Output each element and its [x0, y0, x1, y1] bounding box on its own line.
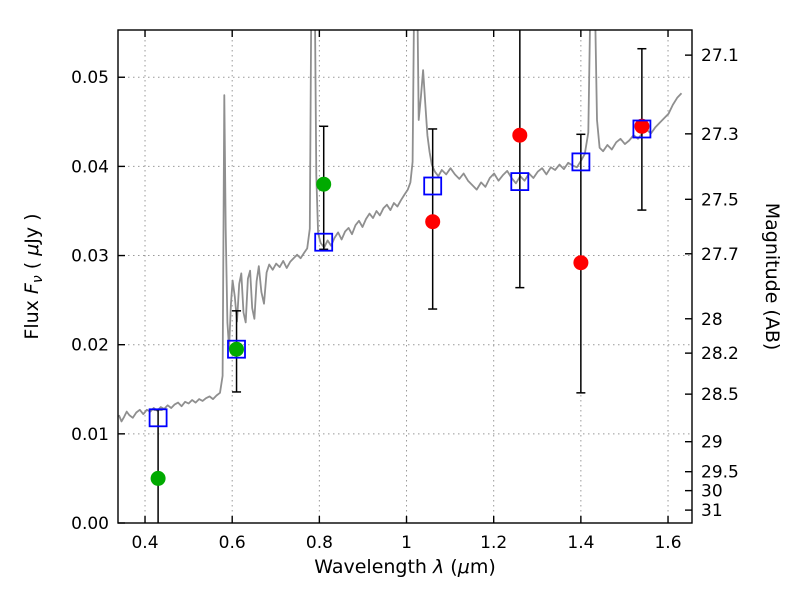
y-tick-label: 0.00	[71, 514, 109, 534]
error-bars	[153, 30, 647, 523]
magnitude-tick-label: 27.7	[701, 245, 739, 265]
observed-red-point	[634, 118, 650, 134]
x-axis-label: Wavelength λ (μm)	[314, 556, 495, 578]
model-photometry-point	[423, 176, 443, 196]
model-spectrum-line	[118, 30, 683, 423]
magnitude-tick-label: 31	[701, 501, 723, 521]
model-photometry-point	[148, 408, 168, 428]
x-tick-label: 0.8	[306, 533, 333, 553]
model-photometry-point	[632, 119, 652, 139]
plot-border	[117, 29, 693, 524]
y-tick-label: 0.05	[71, 68, 109, 88]
observed-green-point	[316, 176, 332, 192]
model-photometry-point	[314, 232, 334, 252]
magnitude-tick-label: 29.5	[701, 463, 739, 483]
magnitude-tick-label: 28	[701, 310, 723, 330]
y-axis-label-flux: Flux Fν ( μJy )	[21, 213, 46, 339]
model-photometry-point	[227, 339, 246, 359]
x-tick-label: 0.6	[219, 533, 246, 553]
y-tick-label: 0.02	[71, 336, 109, 356]
magnitude-tick-label: 27.1	[701, 46, 739, 66]
magnitude-tick-label: 28.5	[701, 385, 739, 405]
x-tick-label: 1.4	[567, 533, 594, 553]
magnitude-tick-label: 27.5	[701, 190, 739, 210]
gridlines	[118, 30, 692, 523]
y-tick-label: 0.01	[71, 425, 109, 445]
model-photometry-point	[571, 152, 591, 172]
observed-green-point	[150, 470, 166, 486]
magnitude-tick-label: 29	[701, 433, 723, 453]
observed-red-point	[425, 214, 441, 230]
observed-red-point	[512, 127, 528, 143]
observed-red-point	[573, 255, 589, 271]
magnitude-tick-label: 30	[701, 482, 723, 502]
magnitude-tick-label: 27.3	[701, 125, 739, 145]
tick-labels: 0.4 0.6 0.8 1 1.2 1.4 1.6 0.00 0.01 0.02 0.03 0.04 0…	[71, 46, 739, 553]
observed-green-point	[229, 341, 244, 357]
axis-ticks	[118, 30, 692, 524]
y-tick-label: 0.03	[71, 247, 109, 267]
model-photometry-point	[510, 172, 530, 192]
magnitude-tick-label: 28.2	[701, 344, 739, 364]
x-tick-label: 1	[401, 533, 412, 553]
x-tick-label: 1.6	[654, 533, 681, 553]
y-tick-label: 0.04	[71, 157, 109, 177]
x-tick-label: 0.4	[131, 533, 158, 553]
y-axis-label-magnitude: Magnitude (AB)	[761, 203, 783, 351]
x-tick-label: 1.2	[480, 533, 507, 553]
